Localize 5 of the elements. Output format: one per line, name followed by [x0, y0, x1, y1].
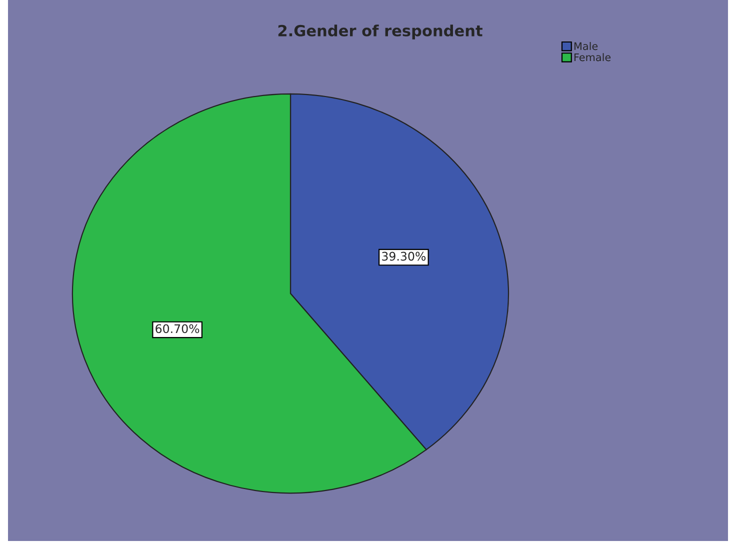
- data-label: 60.70%: [156, 324, 200, 334]
- legend-label: Male: [574, 42, 598, 50]
- legend-label: Female: [574, 53, 611, 62]
- data-label: 39.30%: [382, 252, 426, 261]
- chart-title: 2.Gender of respondent: [278, 24, 482, 40]
